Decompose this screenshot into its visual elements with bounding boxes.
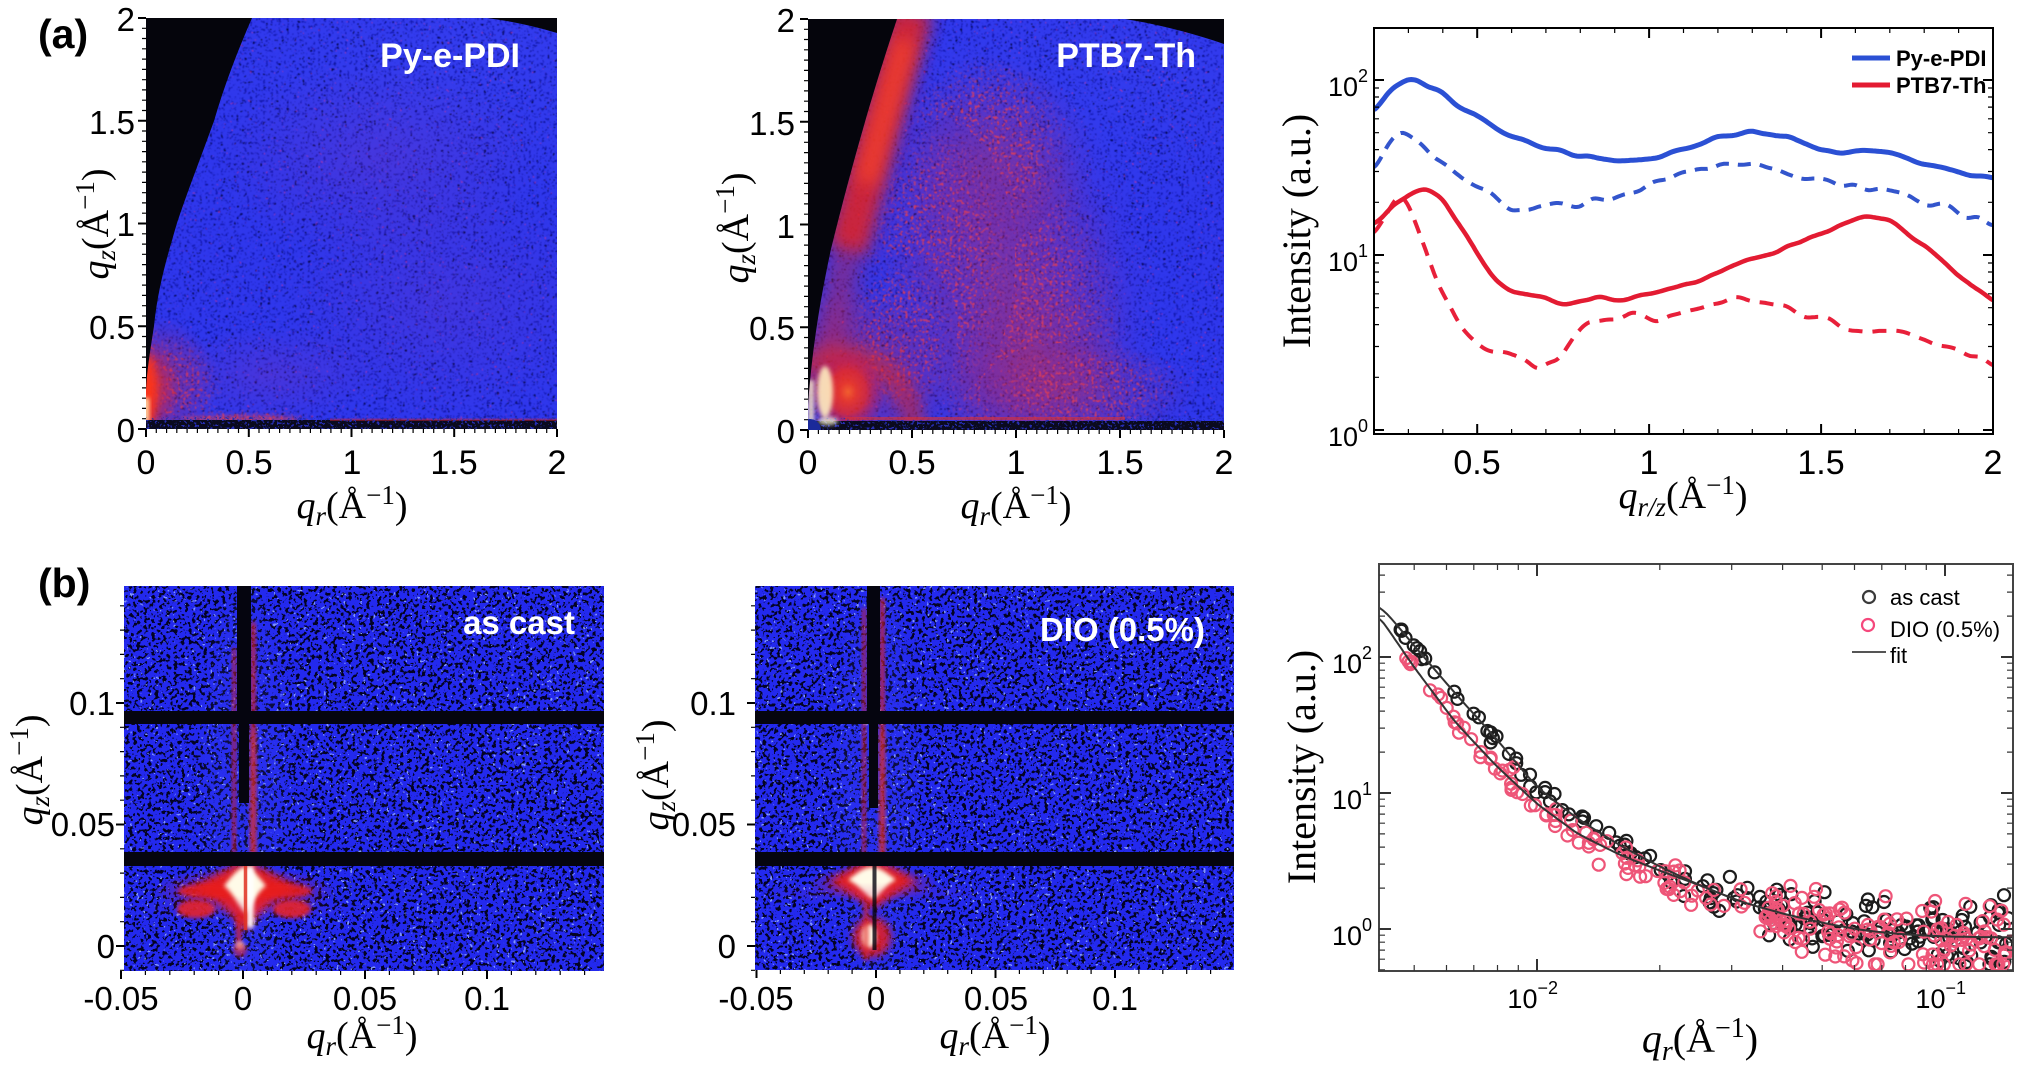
svg-text:as cast: as cast	[1890, 585, 1960, 610]
svg-text:Intensity (a.u.): Intensity (a.u.)	[1274, 114, 1319, 348]
svg-text:1: 1	[343, 444, 362, 482]
svg-text:0.5: 0.5	[749, 310, 795, 347]
svg-text:PTB7-Th: PTB7-Th	[1056, 37, 1196, 75]
svg-text:qz(Å−1): qz(Å−1)	[70, 168, 121, 279]
svg-text:0.1: 0.1	[464, 980, 510, 1017]
svg-text:0.05: 0.05	[964, 980, 1028, 1017]
svg-text:0.5: 0.5	[1453, 444, 1500, 482]
svg-text:0: 0	[117, 412, 135, 449]
svg-text:1.5: 1.5	[1096, 444, 1143, 482]
svg-text:fit: fit	[1890, 643, 1907, 668]
svg-text:1.5: 1.5	[430, 444, 477, 482]
svg-text:0: 0	[718, 928, 736, 965]
svg-text:0.05: 0.05	[51, 806, 115, 843]
svg-text:Intensity (a.u.): Intensity (a.u.)	[1279, 650, 1324, 884]
svg-text:qr(Å−1): qr(Å−1)	[296, 480, 407, 531]
svg-text:0: 0	[777, 413, 795, 450]
svg-text:1: 1	[777, 208, 795, 245]
svg-text:(b): (b)	[38, 560, 90, 606]
svg-text:PTB7-Th: PTB7-Th	[1896, 73, 1986, 98]
svg-text:0.05: 0.05	[333, 980, 397, 1017]
svg-text:1.5: 1.5	[1797, 444, 1844, 482]
svg-text:1.5: 1.5	[749, 105, 795, 142]
svg-text:as cast: as cast	[463, 604, 575, 641]
svg-text:0: 0	[137, 444, 156, 482]
svg-text:qr(Å−1): qr(Å−1)	[1642, 1013, 1758, 1067]
svg-text:qz(Å−1): qz(Å−1)	[630, 719, 681, 830]
svg-text:1: 1	[1007, 444, 1026, 482]
svg-text:1.5: 1.5	[89, 104, 135, 141]
svg-text:2: 2	[777, 2, 795, 39]
svg-text:-0.05: -0.05	[83, 980, 158, 1017]
svg-text:2: 2	[1215, 444, 1234, 482]
svg-text:102: 102	[1332, 643, 1372, 679]
svg-text:0.5: 0.5	[225, 444, 272, 482]
svg-text:0.5: 0.5	[89, 309, 135, 346]
svg-text:Py-e-PDI: Py-e-PDI	[1896, 46, 1986, 71]
svg-text:0.05: 0.05	[672, 806, 736, 843]
svg-text:0.1: 0.1	[690, 685, 736, 722]
svg-text:(a): (a)	[38, 11, 88, 57]
svg-text:1: 1	[1640, 444, 1659, 482]
svg-text:DIO (0.5%): DIO (0.5%)	[1890, 617, 2000, 642]
svg-text:2: 2	[1984, 444, 2003, 482]
svg-text:qr(Å−1): qr(Å−1)	[960, 480, 1071, 531]
svg-text:2: 2	[117, 1, 135, 38]
svg-text:DIO (0.5%): DIO (0.5%)	[1040, 611, 1205, 648]
svg-text:1: 1	[117, 206, 135, 243]
svg-text:0.1: 0.1	[1092, 980, 1138, 1017]
svg-text:0: 0	[97, 928, 115, 965]
svg-text:0.5: 0.5	[888, 444, 935, 482]
svg-text:Py-e-PDI: Py-e-PDI	[380, 37, 520, 75]
svg-text:-0.05: -0.05	[718, 980, 793, 1017]
svg-text:0: 0	[234, 980, 252, 1017]
svg-text:2: 2	[548, 444, 567, 482]
svg-text:0: 0	[799, 444, 818, 482]
svg-text:0.1: 0.1	[69, 685, 115, 722]
svg-text:0: 0	[867, 980, 885, 1017]
svg-text:qz(Å−1): qz(Å−1)	[4, 714, 55, 825]
